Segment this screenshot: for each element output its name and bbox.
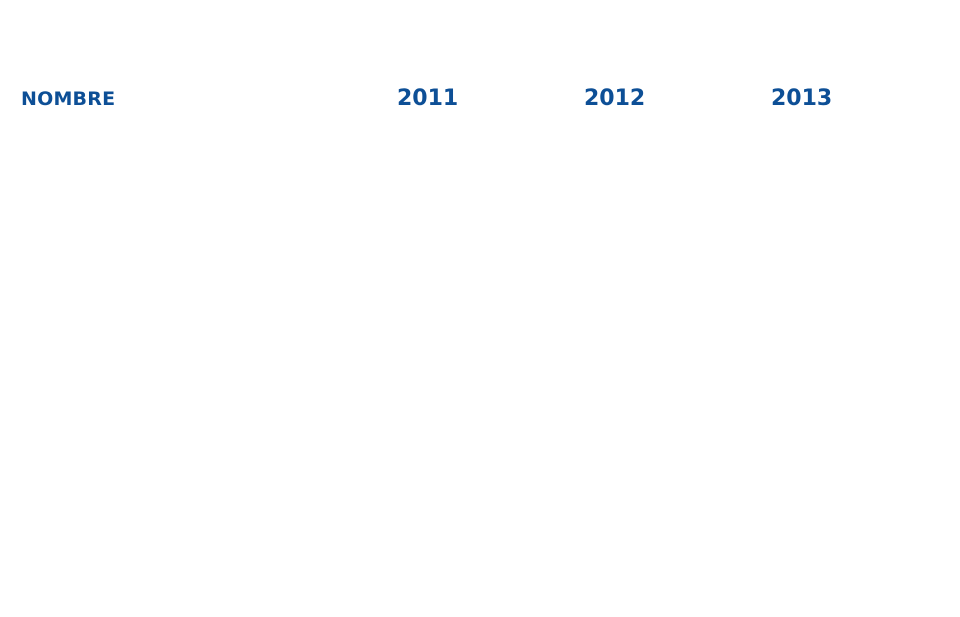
column-header-2011[interactable]: 2011	[397, 86, 459, 111]
column-header-2012[interactable]: 2012	[584, 86, 646, 111]
column-header-2013[interactable]: 2013	[771, 86, 833, 111]
table-body	[0, 120, 960, 617]
column-header-name[interactable]: NOMBRE	[21, 88, 116, 110]
table-header: NOMBRE 2011 2012 2013	[0, 0, 960, 120]
